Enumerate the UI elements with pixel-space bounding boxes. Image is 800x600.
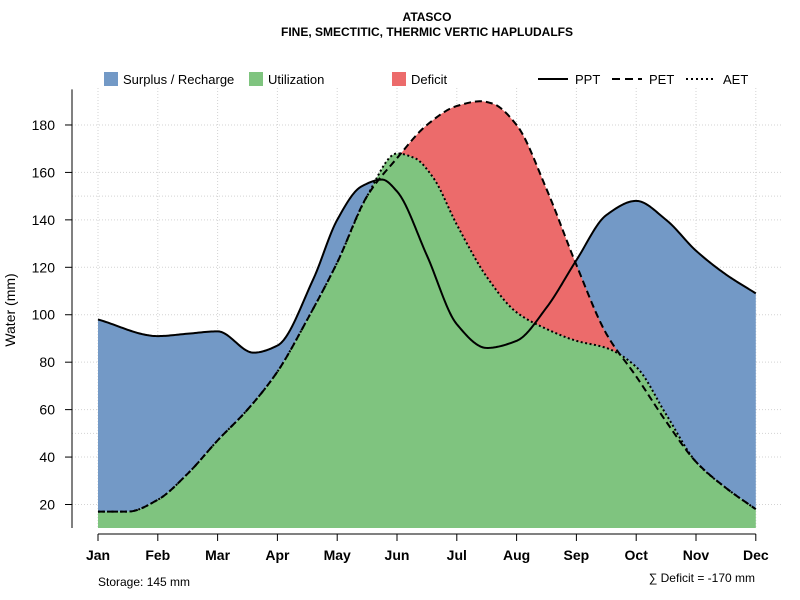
chart-title: ATASCO bbox=[403, 10, 452, 24]
x-tick-label: Aug bbox=[503, 547, 530, 563]
legend-swatch bbox=[249, 72, 263, 86]
y-tick-label: 180 bbox=[32, 117, 56, 133]
x-tick-label: Jan bbox=[86, 547, 110, 563]
legend-label: Utilization bbox=[268, 72, 324, 87]
y-tick-label: 40 bbox=[39, 449, 55, 465]
series-line-ppt bbox=[97, 178, 757, 354]
x-tick-label: Sep bbox=[564, 547, 590, 563]
x-tick-label: Apr bbox=[265, 547, 290, 563]
y-tick-label: 120 bbox=[32, 259, 56, 275]
legend-label: PPT bbox=[575, 72, 600, 87]
surplus-recharge-area bbox=[98, 153, 756, 512]
y-tick-label: 160 bbox=[32, 164, 56, 180]
legend-label: PET bbox=[649, 72, 674, 87]
legend-swatch bbox=[392, 72, 406, 86]
y-tick-label: 100 bbox=[32, 307, 56, 323]
x-tick-label: Nov bbox=[683, 547, 710, 563]
y-tick-label: 80 bbox=[39, 354, 55, 370]
x-tick-label: Feb bbox=[145, 547, 170, 563]
y-axis-label: Water (mm) bbox=[2, 273, 18, 346]
chart-subtitle: FINE, SMECTITIC, THERMIC VERTIC HAPLUDAL… bbox=[281, 25, 573, 39]
y-tick-label: 20 bbox=[39, 497, 55, 513]
x-tick-label: Jun bbox=[385, 547, 410, 563]
legend: Surplus / Recharge Utilization Deficit PPT P… bbox=[104, 72, 748, 87]
deficit-note: ∑ Deficit = -170 mm bbox=[649, 571, 755, 585]
x-tick-label: Jul bbox=[447, 547, 467, 563]
x-tick-label: Dec bbox=[743, 547, 769, 563]
storage-note: Storage: 145 mm bbox=[98, 575, 190, 589]
x-tick-label: Mar bbox=[205, 547, 230, 563]
utilization-area bbox=[98, 153, 756, 528]
x-tick-label: May bbox=[324, 547, 351, 563]
y-tick-label: 140 bbox=[32, 212, 56, 228]
legend-label: AET bbox=[723, 72, 748, 87]
area-layer bbox=[98, 101, 756, 528]
y-tick-label: 60 bbox=[39, 402, 55, 418]
line-layer bbox=[97, 100, 757, 513]
x-tick-label: Oct bbox=[625, 547, 649, 563]
legend-swatch bbox=[104, 72, 118, 86]
axis-layer: 20 40 60 80 100 120 140 160 180 Jan Feb Mar Apr May Ju… bbox=[32, 89, 769, 563]
legend-label: Surplus / Recharge bbox=[123, 72, 234, 87]
series-line-pet bbox=[98, 100, 757, 513]
legend-label: Deficit bbox=[411, 72, 448, 87]
series-line-aet bbox=[98, 152, 757, 513]
